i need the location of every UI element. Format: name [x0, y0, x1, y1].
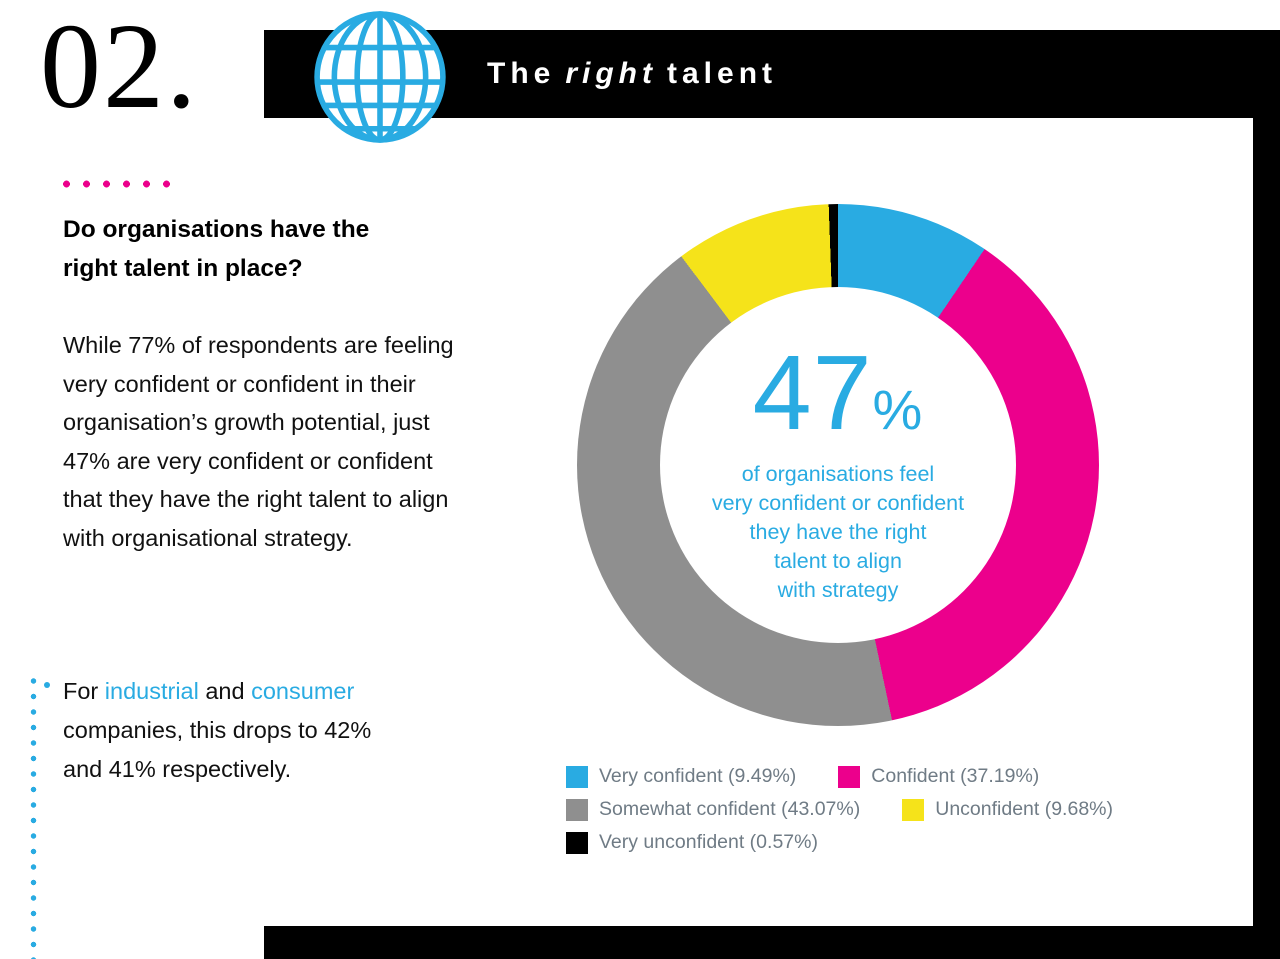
highlighted-word: industrial	[104, 678, 199, 704]
chart-legend: Very confident (9.49%) Confident (37.19%)…	[566, 765, 1186, 864]
section-title-pre: The	[487, 57, 556, 90]
legend-label: Unconfident (9.68%)	[935, 798, 1114, 820]
intro-paragraph: While 77% of respondents are feeling ver…	[63, 332, 454, 551]
legend-item: Very unconfident (0.57%)	[566, 831, 818, 854]
section-title-emphasis: right	[565, 57, 657, 90]
legend-item: Unconfident (9.68%)	[902, 798, 1113, 821]
intro-note: For industrial and consumer companies, t…	[63, 672, 415, 789]
question-heading: Do organisations have the right talent i…	[63, 216, 370, 282]
donut-center-text: 47% of organisations feel very confident …	[577, 204, 1099, 726]
legend-label: Very confident (9.49%)	[599, 765, 797, 787]
section-title: The right talent	[487, 30, 777, 118]
legend-swatch	[566, 831, 588, 854]
note-text: and	[198, 678, 252, 704]
highlighted-word: consumer	[251, 678, 355, 704]
legend-item: Somewhat confident (43.07%)	[566, 798, 860, 821]
legend-swatch	[566, 765, 588, 788]
legend-swatch	[902, 798, 925, 821]
center-number: 47	[752, 333, 873, 452]
page-number: 02.	[40, 0, 199, 134]
section-title-post: talent	[667, 57, 778, 90]
center-caption-line: they have the right	[749, 519, 927, 544]
right-edge-bar	[1253, 30, 1280, 959]
globe-icon	[314, 11, 446, 143]
legend-label: Confident (37.19%)	[871, 765, 1040, 787]
center-caption-line: with strategy	[777, 577, 899, 602]
bottom-bar	[264, 926, 1280, 959]
legend-item: Confident (37.19%)	[838, 765, 1039, 788]
blue-dot	[44, 682, 50, 688]
donut-chart: 47% of organisations feel very confident …	[577, 204, 1099, 726]
center-value: 47%	[753, 340, 924, 446]
legend-swatch	[566, 798, 588, 821]
legend-row: Very confident (9.49%) Confident (37.19%)	[566, 765, 1186, 788]
donut-hole	[660, 287, 1016, 643]
legend-row: Somewhat confident (43.07%) Unconfident (…	[566, 798, 1186, 821]
center-caption-line: of organisations feel	[741, 461, 935, 486]
center-percent-sign: %	[872, 377, 924, 441]
pink-dotted-divider	[63, 180, 181, 188]
legend-swatch	[838, 765, 861, 788]
legend-label: Very unconfident (0.57%)	[599, 831, 818, 853]
note-text: companies, this drops to 42% and 41% res…	[63, 717, 372, 782]
center-caption-line: very confident or confident	[711, 490, 965, 515]
blue-dotted-line	[30, 678, 37, 959]
legend-row: Very unconfident (0.57%)	[566, 831, 1186, 854]
center-caption: of organisations feel very confident or c…	[712, 460, 964, 605]
center-caption-line: talent to align	[774, 548, 902, 573]
note-text: For	[63, 678, 105, 704]
legend-label: Somewhat confident (43.07%)	[599, 798, 861, 820]
legend-item: Very confident (9.49%)	[566, 765, 796, 788]
